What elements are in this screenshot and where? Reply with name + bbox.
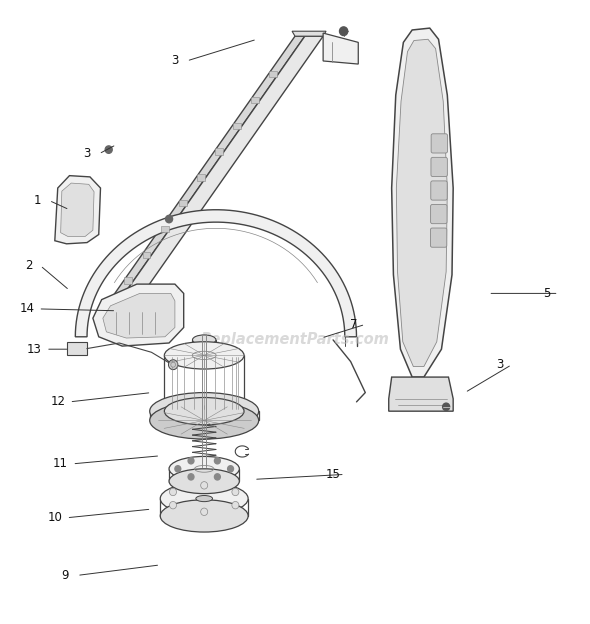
Polygon shape bbox=[93, 284, 183, 346]
Polygon shape bbox=[392, 28, 453, 377]
Polygon shape bbox=[179, 200, 186, 207]
Text: 2: 2 bbox=[25, 259, 32, 272]
Ellipse shape bbox=[192, 335, 216, 345]
Text: 9: 9 bbox=[61, 569, 69, 582]
Circle shape bbox=[175, 466, 181, 472]
Text: 7: 7 bbox=[350, 318, 358, 331]
FancyBboxPatch shape bbox=[431, 134, 448, 153]
Polygon shape bbox=[251, 97, 259, 103]
Polygon shape bbox=[143, 251, 150, 258]
Ellipse shape bbox=[150, 392, 258, 430]
Polygon shape bbox=[76, 210, 356, 337]
Text: 3: 3 bbox=[496, 358, 504, 371]
Ellipse shape bbox=[150, 402, 258, 439]
Text: 3: 3 bbox=[171, 54, 179, 67]
Polygon shape bbox=[215, 149, 223, 155]
Circle shape bbox=[201, 482, 208, 489]
Circle shape bbox=[171, 362, 175, 367]
Polygon shape bbox=[103, 293, 175, 338]
Text: 15: 15 bbox=[326, 468, 340, 481]
Polygon shape bbox=[292, 31, 326, 36]
Text: 13: 13 bbox=[27, 343, 42, 356]
FancyBboxPatch shape bbox=[431, 205, 447, 223]
Circle shape bbox=[232, 488, 239, 495]
Text: 12: 12 bbox=[50, 396, 65, 408]
FancyBboxPatch shape bbox=[431, 228, 447, 247]
Polygon shape bbox=[323, 33, 358, 64]
Circle shape bbox=[166, 215, 172, 223]
Circle shape bbox=[214, 474, 220, 480]
Circle shape bbox=[214, 457, 220, 464]
Circle shape bbox=[188, 457, 194, 464]
Ellipse shape bbox=[169, 469, 240, 494]
Polygon shape bbox=[160, 226, 169, 232]
Ellipse shape bbox=[169, 456, 240, 481]
Circle shape bbox=[105, 146, 112, 154]
Circle shape bbox=[339, 27, 348, 36]
FancyBboxPatch shape bbox=[431, 181, 447, 200]
Polygon shape bbox=[233, 122, 241, 129]
Text: ReplacementParts.com: ReplacementParts.com bbox=[201, 333, 389, 348]
Bar bbox=[67, 342, 87, 356]
Polygon shape bbox=[396, 39, 447, 366]
Ellipse shape bbox=[192, 351, 216, 360]
Ellipse shape bbox=[165, 397, 244, 425]
Polygon shape bbox=[389, 377, 453, 411]
Ellipse shape bbox=[165, 342, 244, 369]
Polygon shape bbox=[124, 278, 132, 284]
Circle shape bbox=[442, 403, 450, 411]
Text: 10: 10 bbox=[47, 511, 63, 524]
Text: 3: 3 bbox=[83, 147, 91, 160]
Ellipse shape bbox=[196, 495, 212, 502]
FancyBboxPatch shape bbox=[431, 157, 447, 177]
Text: 14: 14 bbox=[19, 303, 34, 315]
Ellipse shape bbox=[160, 500, 248, 532]
Text: 1: 1 bbox=[34, 194, 41, 207]
Circle shape bbox=[228, 466, 234, 472]
Circle shape bbox=[169, 488, 176, 495]
Circle shape bbox=[169, 502, 176, 509]
Polygon shape bbox=[120, 36, 323, 300]
Ellipse shape bbox=[160, 482, 248, 515]
Polygon shape bbox=[197, 174, 205, 180]
Polygon shape bbox=[61, 183, 94, 236]
Circle shape bbox=[232, 502, 239, 509]
Text: 5: 5 bbox=[543, 287, 550, 300]
Polygon shape bbox=[110, 36, 305, 300]
Text: 11: 11 bbox=[53, 457, 68, 470]
Polygon shape bbox=[55, 175, 100, 244]
Circle shape bbox=[169, 359, 178, 369]
Polygon shape bbox=[269, 71, 277, 77]
Circle shape bbox=[188, 474, 194, 480]
Circle shape bbox=[201, 508, 208, 515]
